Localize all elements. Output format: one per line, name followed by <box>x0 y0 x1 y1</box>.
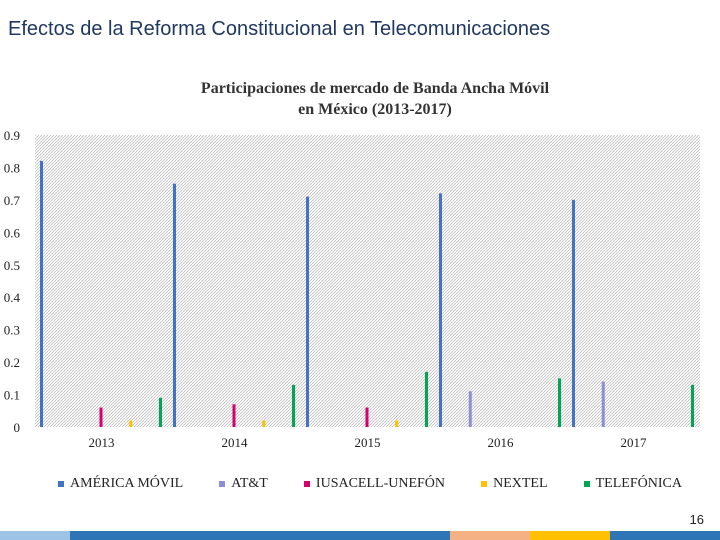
bar <box>691 384 694 427</box>
legend-swatch <box>219 481 226 487</box>
chart-title-line-2: en México (2013-2017) <box>298 101 452 118</box>
x-tick-label: 2015 <box>355 435 381 450</box>
legend-label: NEXTEL <box>493 476 548 491</box>
footer-segment <box>610 531 720 540</box>
legend-label: IUSACELL-UNEFÓN <box>315 476 446 491</box>
footer-segment <box>530 531 610 540</box>
legend-item: IUSACELL-UNEFÓN <box>303 476 446 492</box>
legend-swatch <box>583 481 590 487</box>
legend-swatch <box>58 481 65 487</box>
footer-segment <box>70 531 290 540</box>
bar <box>468 391 472 427</box>
legend-label: AMÉRICA MÓVIL <box>70 476 184 491</box>
bar <box>262 420 266 427</box>
bar <box>129 420 133 427</box>
legend-swatch <box>481 481 488 487</box>
y-tick-label: 0.6 <box>4 225 21 240</box>
footer-segment <box>290 531 450 540</box>
legend-swatch <box>303 481 310 487</box>
bar <box>395 420 399 427</box>
x-tick-label: 2013 <box>89 435 115 450</box>
bar <box>292 384 295 427</box>
y-tick-label: 0.8 <box>4 160 20 175</box>
page-number: 16 <box>689 512 704 527</box>
chart-title-line-1: Participaciones de mercado de Banda Anch… <box>200 80 550 97</box>
footer-bar <box>0 531 720 540</box>
footer-segment <box>0 531 70 540</box>
footer-segment <box>450 531 530 540</box>
bar <box>232 404 236 427</box>
bar <box>306 196 309 427</box>
bar <box>159 397 162 427</box>
y-tick-label: 0.1 <box>4 388 20 403</box>
legend-item: AT&T <box>219 476 268 492</box>
y-tick-label: 0.7 <box>4 193 21 208</box>
plot-area <box>35 135 700 427</box>
bar <box>425 371 428 427</box>
chart-title: Participaciones de mercado de Banda Anch… <box>110 78 640 120</box>
bar <box>365 407 369 427</box>
bar <box>601 381 605 427</box>
y-axis: 0 0.1 0.2 0.3 0.4 0.5 0.6 0.7 0.8 0.9 <box>4 128 21 435</box>
y-tick-label: 0.5 <box>4 258 20 273</box>
legend-item: AMÉRICA MÓVIL <box>58 476 183 492</box>
bar <box>99 407 103 427</box>
y-tick-label: 0 <box>14 420 21 435</box>
bars-group <box>40 160 694 427</box>
slide-title: Efectos de la Reforma Constitucional en … <box>8 18 551 40</box>
plot-background <box>35 135 700 427</box>
legend-label: TELEFÓNICA <box>595 476 682 491</box>
x-tick-label: 2014 <box>222 435 249 450</box>
legend-item: NEXTEL <box>481 476 548 492</box>
bar <box>572 199 575 427</box>
legend-item: TELEFÓNICA <box>583 476 682 492</box>
y-tick-label: 0.2 <box>4 355 20 370</box>
bar <box>40 160 43 427</box>
bar <box>558 378 561 427</box>
y-tick-label: 0.9 <box>4 128 20 143</box>
bar-chart: 00.10.20.30.40.50.60.70.80.9 2013 2014 201… <box>4 128 700 450</box>
bar <box>173 183 176 427</box>
y-tick-label: 0.3 <box>4 323 20 338</box>
x-tick-label: 2017 <box>621 435 648 450</box>
chart-legend: AMÉRICA MÓVIL AT&T IUSACELL-UNEFÓN NEXTEL TE… <box>40 476 700 492</box>
y-tick-label: 0.4 <box>4 290 21 305</box>
legend-label: AT&T <box>231 476 268 491</box>
bar <box>439 193 442 427</box>
x-tick-label: 2016 <box>488 435 515 450</box>
x-axis: 2013 2014 2015 2016 2017 <box>89 435 648 450</box>
